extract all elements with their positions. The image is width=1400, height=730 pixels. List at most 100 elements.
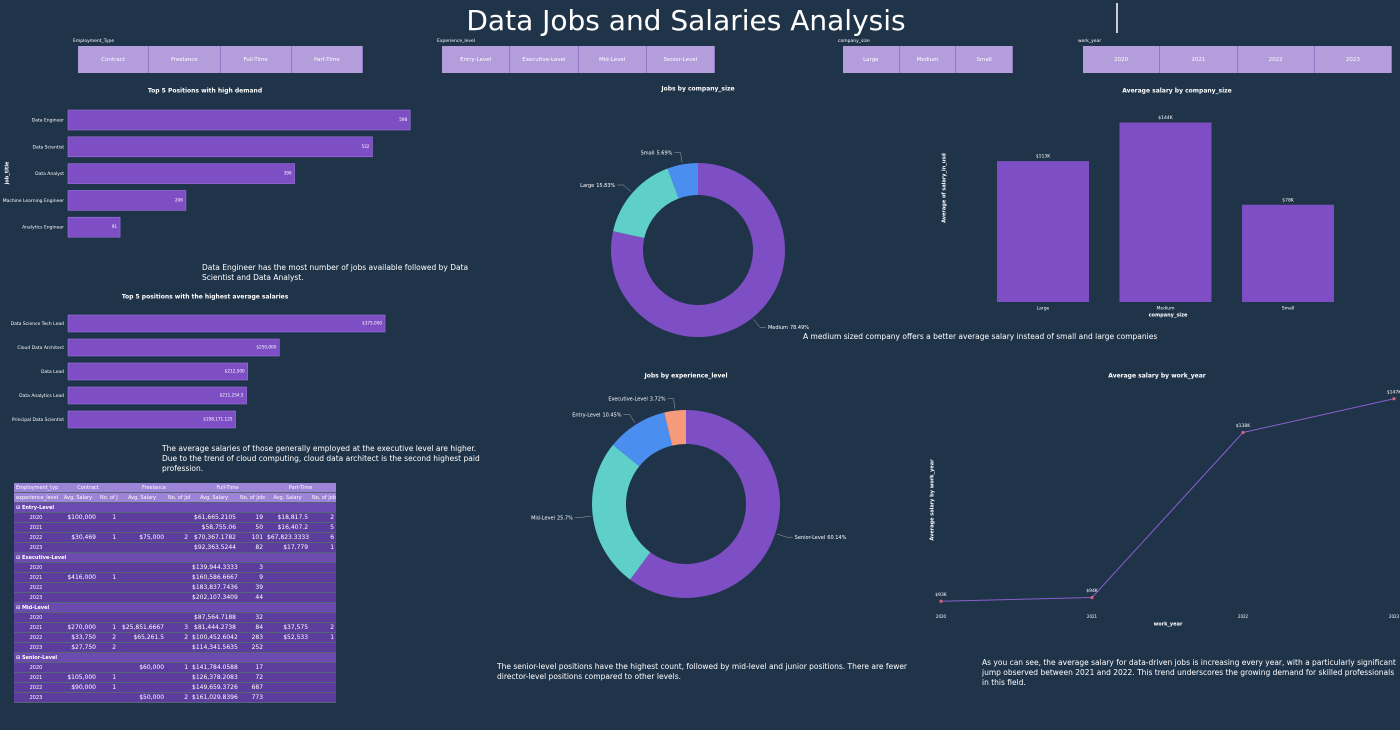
slicer-option[interactable]: Freelance (149, 46, 221, 73)
slicer-option[interactable]: 2020 (1083, 46, 1161, 73)
table-cell (98, 592, 119, 603)
table-cell: 2020 (14, 662, 58, 673)
x-tick-label: Small (1282, 306, 1295, 312)
table-cell: $25,851.6667 (118, 622, 167, 633)
header-cell: Avg. Salary (118, 492, 167, 503)
table-cell: $27,750 (58, 642, 98, 653)
table-cell: 1 (98, 672, 119, 683)
table-cell (98, 582, 119, 593)
header-cell: No. of Jobs (166, 492, 191, 503)
slice-value: 25.7% (557, 515, 573, 521)
table-cell: $270,000 (58, 622, 98, 633)
table-cell: 2020 (14, 562, 58, 573)
slicer-buttons: 2020 2021 2022 2023 (1083, 46, 1392, 73)
table-cell (58, 662, 98, 673)
header-cell: Full-Time (190, 483, 266, 493)
slicer-option[interactable]: Contract (78, 46, 150, 73)
table-cell (98, 662, 119, 673)
table-cell: $70,367.1782 (190, 532, 239, 543)
data-row: 2021 $416,000 1 $160,586.6667 9 (14, 572, 337, 583)
table-cell (118, 682, 167, 693)
bar (1119, 122, 1212, 302)
category-label: Data Analytics Lead (19, 393, 64, 399)
slicer-option[interactable]: 2023 (1314, 46, 1392, 73)
header-row: Employment_type Contract Freelance Full-Tim… (14, 483, 337, 493)
table-cell (265, 612, 311, 623)
slice-label: Mid-Level 25.7% (531, 515, 573, 521)
table-cell: $202,107.3409 (190, 592, 239, 603)
data-row: 2023 $202,107.3409 44 (14, 592, 337, 603)
insight-note: The average salaries of those generally … (162, 444, 480, 473)
x-axis-label: work_year (1154, 622, 1183, 628)
table-cell (265, 662, 311, 673)
table-cell: 1 (98, 532, 119, 543)
slicer-option[interactable]: Medium (899, 46, 957, 73)
leader-line (617, 184, 632, 192)
x-tick-label: Medium (1157, 306, 1175, 312)
collapse-icon: ⊟ (16, 604, 22, 611)
table-cell: 2023 (14, 592, 58, 603)
table-cell: 1 (98, 622, 119, 633)
point (1392, 397, 1396, 401)
slicer-option[interactable]: Small (956, 46, 1014, 73)
group-cell: ⊟ Entry-Level (14, 502, 337, 513)
table-cell: 2021 (14, 572, 58, 583)
table-cell: 3 (166, 622, 191, 633)
table-cell (310, 572, 337, 583)
slicer-option[interactable]: 2022 (1237, 46, 1315, 73)
slicer-option[interactable]: Mid-Level (578, 46, 647, 73)
slicer-option[interactable]: Full-Time (220, 46, 292, 73)
table-cell: 84 (238, 622, 266, 633)
group-row: ⊟ Senior-Level (14, 652, 337, 663)
table-cell (118, 612, 167, 623)
leader-line (667, 398, 676, 409)
y-axis-label: Average of salary_in_usd (942, 153, 948, 223)
slicer-buttons: Large Medium Small (843, 46, 1014, 73)
data-label: $94K (1086, 588, 1099, 594)
slicer-option[interactable]: Senior-Level (646, 46, 715, 73)
table-cell: 6 (310, 532, 337, 543)
bar (67, 190, 187, 211)
table-cell: 252 (238, 642, 266, 653)
table-cell: 44 (238, 592, 266, 603)
chart-title: Average salary by work_year (1108, 373, 1205, 380)
group-label: Senior-Level (21, 654, 58, 661)
bar (67, 216, 121, 238)
table-cell: 773 (238, 692, 266, 703)
data-row: 2021 $58,755.06 50 $16,407.2 5 (14, 522, 337, 533)
header-cell: Employment_type (14, 483, 58, 493)
header-cell: No. of Jobs (310, 492, 337, 503)
y-axis-label: job_title (5, 161, 11, 185)
slice-value: 60.14% (827, 535, 846, 541)
header-cell: Contract (58, 483, 119, 493)
table-cell: 2021 (14, 622, 58, 633)
table-cell: $16,407.2 (265, 522, 311, 533)
table-cell: 1 (310, 632, 337, 643)
slicer-option[interactable]: Large (843, 46, 900, 73)
x-axis-label: company_size (1149, 313, 1188, 319)
page-title: Data Jobs and Salaries Analysis (466, 4, 906, 37)
table-cell: 2 (166, 692, 191, 703)
leader-line (623, 414, 636, 423)
data-label: $93K (935, 592, 948, 598)
table-cell: $52,533 (265, 632, 311, 643)
header-cell: Freelance (118, 483, 191, 493)
slice-label: Small 5.69% (641, 150, 673, 156)
table-cell (166, 572, 191, 583)
table-cell: 32 (238, 612, 266, 623)
slicer-option[interactable]: Part-Time (291, 46, 363, 73)
collapse-icon: ⊟ (16, 504, 22, 511)
slicer-option[interactable]: Executive-Level (510, 46, 579, 73)
insight-note: The senior-level positions have the high… (497, 662, 908, 681)
slicer-option[interactable]: 2021 (1160, 46, 1238, 73)
table-cell (166, 672, 191, 683)
table-cell (310, 662, 337, 673)
slicer-option[interactable]: Entry-Level (442, 46, 511, 73)
data-label: 598 (399, 117, 407, 122)
data-row: 2020 $100,000 1 $61,665.2105 19 $18,817.5 2 (14, 512, 337, 523)
insight-note: Data Engineer has the most number of job… (202, 263, 469, 282)
table-cell: $141,784.0588 (190, 662, 239, 673)
group-label: Entry-Level (21, 504, 55, 511)
data-label: $138K (1236, 423, 1251, 429)
table-cell (118, 592, 167, 603)
